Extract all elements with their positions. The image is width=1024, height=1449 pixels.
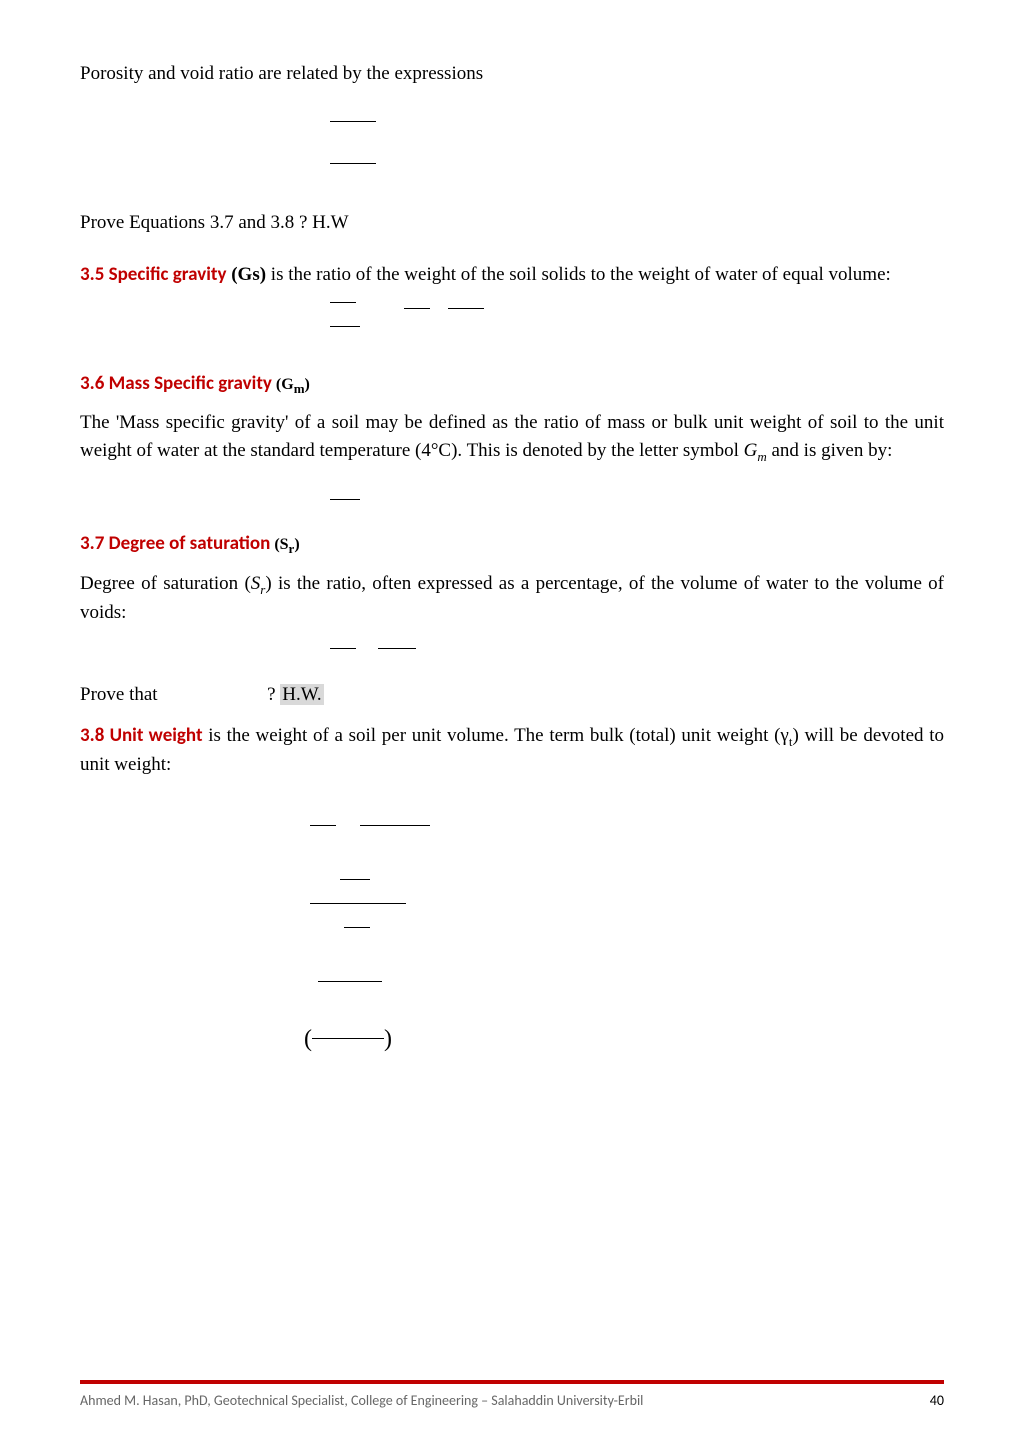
prove-eq-text: Prove Equations 3.7 and 3.8 ? H.W — [80, 209, 944, 238]
heading-3-6-suffix-post: ) — [305, 376, 310, 393]
formula-3-8f: () — [80, 1026, 944, 1053]
footer-line: Ahmed M. Hasan, PhD, Geotechnical Specia… — [80, 1392, 944, 1409]
body-3-8-pre: is the weight of a soil per unit volume.… — [203, 725, 789, 746]
page-footer: Ahmed M. Hasan, PhD, Geotechnical Specia… — [80, 1380, 944, 1409]
section-3-8: 3.8 Unit weight is the weight of a soil … — [80, 722, 944, 780]
body-3-7-sym: S — [251, 573, 261, 594]
formula-3-5a — [80, 294, 944, 312]
heading-3-7-suffix-pre: (S — [270, 536, 288, 553]
footer-rule — [80, 1380, 944, 1384]
section-3-5: 3.5 Specific gravity (Gs) is the ratio o… — [80, 261, 944, 290]
body-3-5: is the ratio of the weight of the soil s… — [271, 264, 891, 285]
heading-3-5: 3.5 Specific gravity — [80, 263, 226, 286]
heading-3-8: 3.8 Unit weight — [80, 724, 203, 747]
formula-3-5b — [80, 318, 944, 336]
prove-that-line: Prove that ? H.W. — [80, 681, 944, 710]
prove-that-pre: Prove that — [80, 684, 158, 705]
formula-3-8 — [80, 155, 944, 173]
formula-3-8c — [80, 894, 944, 912]
formula-3-6 — [80, 490, 944, 508]
section-3-7-heading: 3.7 Degree of saturation (Sr) — [80, 532, 944, 557]
prove-that-hw: H.W. — [280, 684, 323, 705]
intro-text: Porosity and void ratio are related by t… — [80, 60, 944, 89]
formula-3-8d — [80, 918, 944, 936]
heading-3-5-suffix: (Gs) — [226, 264, 270, 285]
body-3-6-post: and is given by: — [767, 440, 893, 461]
heading-3-7-suffix-post: ) — [294, 536, 299, 553]
formula-3-7b — [80, 639, 944, 657]
prove-that-q: ? — [267, 684, 275, 705]
body-3-7: Degree of saturation (Sr) is the ratio, … — [80, 570, 944, 628]
body-3-6-sub: m — [757, 449, 766, 464]
formula-3-8b — [80, 870, 944, 888]
heading-3-6-suffix-pre: (G — [272, 376, 294, 393]
body-3-6: The 'Mass specific gravity' of a soil ma… — [80, 409, 944, 467]
footer-text: Ahmed M. Hasan, PhD, Geotechnical Specia… — [80, 1392, 643, 1409]
heading-3-6-sub: m — [294, 381, 305, 396]
heading-3-7: 3.7 Degree of saturation — [80, 532, 270, 555]
body-3-7-pre: Degree of saturation ( — [80, 573, 251, 594]
section-3-6-heading: 3.6 Mass Specific gravity (Gm) — [80, 372, 944, 397]
formula-3-7 — [80, 113, 944, 131]
formula-3-8a — [80, 816, 944, 834]
heading-3-6: 3.6 Mass Specific gravity — [80, 372, 272, 395]
formula-3-8e — [80, 972, 944, 990]
page-number: 40 — [930, 1392, 944, 1409]
body-3-6-sym: G — [744, 440, 758, 461]
